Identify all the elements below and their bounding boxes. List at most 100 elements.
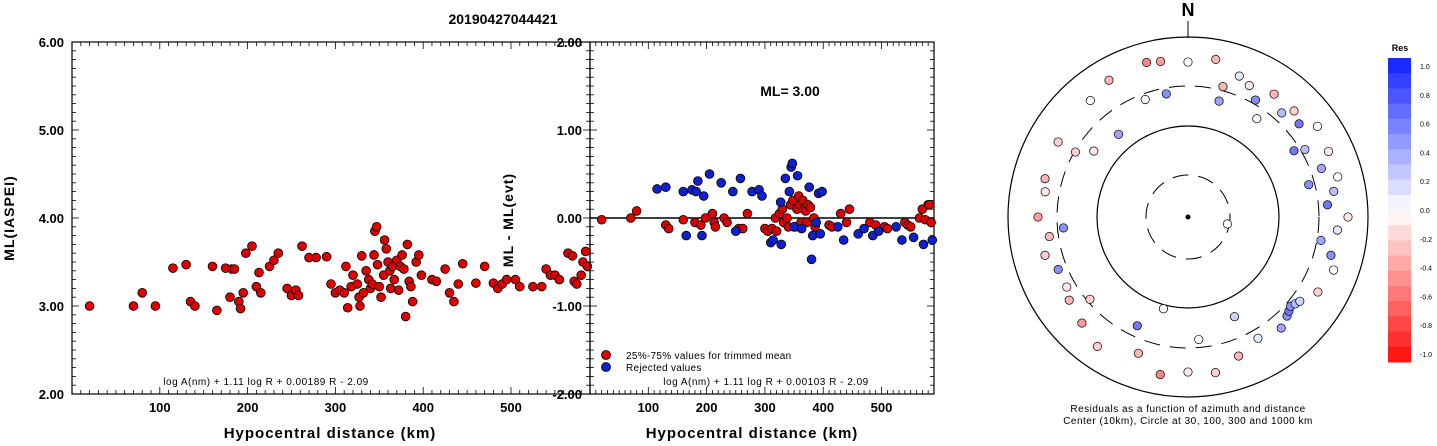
data-point <box>406 281 416 292</box>
data-point <box>269 255 279 266</box>
colorbar-tick-label: -0.4 <box>1420 266 1432 273</box>
data-point <box>241 248 251 259</box>
data-point <box>802 217 812 228</box>
colorbar-cell <box>1388 270 1411 287</box>
data-point <box>918 239 929 250</box>
station-point <box>1132 321 1142 331</box>
data-point <box>811 217 822 228</box>
station-point <box>1040 174 1050 184</box>
magnitude-y-tick-labels: 2.00 3.00 4.00 5.00 6.00 <box>39 35 64 402</box>
magnitude-formula-annotation: log A(nm) + 1.11 log R + 0.00189 R - 2.0… <box>163 377 368 388</box>
data-point <box>897 235 907 245</box>
y-tick-label: 3.00 <box>39 299 64 314</box>
station-point <box>1114 129 1124 139</box>
station-point <box>1040 187 1050 197</box>
station-point <box>1062 282 1072 292</box>
colorbar-tick-label: 0.6 <box>1420 122 1430 129</box>
station-point <box>1044 231 1054 242</box>
station-point <box>1158 304 1168 314</box>
data-point <box>792 170 803 181</box>
data-point <box>859 223 869 234</box>
station-point <box>1085 294 1095 304</box>
data-point <box>926 217 936 228</box>
colorbar-cell <box>1388 210 1411 226</box>
data-point <box>838 235 849 245</box>
ring-30km <box>1145 174 1231 260</box>
data-point <box>225 292 235 303</box>
station-point <box>1277 108 1287 118</box>
colorbar-cell <box>1388 301 1411 317</box>
station-point <box>1323 146 1334 157</box>
colorbar-cell <box>1388 149 1411 165</box>
data-point <box>787 158 798 169</box>
station-point <box>1269 89 1279 99</box>
data-point <box>407 296 418 307</box>
data-point <box>707 208 718 219</box>
data-point <box>678 214 689 225</box>
station-point <box>1289 146 1299 156</box>
legend-trimmed-marker <box>601 350 611 360</box>
data-point <box>190 301 200 311</box>
x-tick-label: 400 <box>812 400 834 415</box>
data-point <box>832 222 843 232</box>
data-point <box>402 239 413 250</box>
station-point <box>1077 318 1087 328</box>
colorbar-cell <box>1388 179 1411 196</box>
data-point <box>806 254 817 265</box>
magnitude-x-tick-labels: 100 200 300 400 500 <box>149 400 522 415</box>
station-point <box>1252 114 1262 124</box>
data-point <box>479 261 490 272</box>
station-point <box>1329 265 1339 275</box>
data-point <box>449 296 459 307</box>
data-point <box>882 223 893 234</box>
data-point <box>924 200 935 210</box>
data-point <box>841 217 852 228</box>
data-point <box>321 251 332 262</box>
data-point <box>776 239 787 250</box>
data-point <box>501 274 512 285</box>
data-point <box>536 281 547 292</box>
residual-x-axis-label: Hypocentral distance (km) <box>646 425 859 441</box>
data-point <box>385 283 396 294</box>
station-point <box>1070 147 1080 157</box>
y-tick-label: 1.00 <box>557 123 582 138</box>
data-point <box>631 206 642 216</box>
station-point <box>1161 89 1171 99</box>
station-point <box>1194 334 1204 345</box>
data-point <box>453 279 464 289</box>
station-point <box>1250 95 1261 105</box>
data-point <box>311 252 321 263</box>
station-point <box>1053 264 1063 274</box>
station-point <box>1300 144 1310 155</box>
colorbar-cells <box>1388 58 1411 363</box>
data-point <box>355 301 365 311</box>
data-point <box>510 274 521 285</box>
station-point <box>1142 57 1152 68</box>
data-point <box>908 232 919 243</box>
data-point <box>471 278 481 288</box>
station-point <box>1183 367 1193 377</box>
colorbar-tick-label: 0.4 <box>1420 150 1430 157</box>
ring-1000km <box>1007 36 1369 398</box>
residual-axis-ticks <box>590 41 934 395</box>
residual-points <box>596 158 938 265</box>
data-point <box>704 169 715 179</box>
data-point <box>371 222 382 232</box>
data-point <box>181 259 191 270</box>
y-tick-label: -1.00 <box>552 299 582 314</box>
data-point <box>695 220 706 230</box>
ring-300km <box>1056 85 1320 349</box>
data-point <box>341 261 351 272</box>
station-point <box>1234 351 1244 361</box>
data-point <box>247 241 257 251</box>
residual-y-tick-labels: -2.00 -1.00 0.00 1.00 2.00 <box>552 35 582 402</box>
data-point <box>369 250 379 260</box>
station-point <box>1229 312 1240 322</box>
data-point <box>339 287 349 298</box>
data-point <box>235 303 246 314</box>
station-point <box>1316 235 1326 245</box>
magnitude-axis-ticks <box>72 41 590 395</box>
station-point <box>1053 137 1063 147</box>
data-point <box>293 290 304 301</box>
